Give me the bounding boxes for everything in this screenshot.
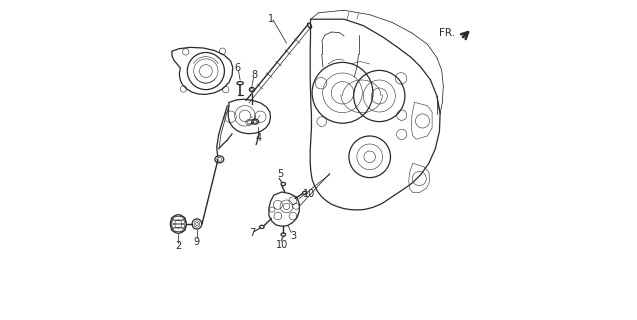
Text: 5: 5: [277, 169, 283, 179]
Text: FR.: FR.: [440, 28, 455, 38]
Text: 8: 8: [252, 70, 257, 80]
Text: 2: 2: [175, 241, 182, 251]
Text: 1: 1: [268, 13, 274, 24]
Text: 7: 7: [249, 228, 255, 238]
Text: 3: 3: [290, 231, 296, 241]
Text: 9: 9: [194, 236, 200, 247]
Text: 10: 10: [276, 240, 289, 250]
Text: 4: 4: [255, 132, 261, 143]
Text: 10: 10: [303, 189, 315, 199]
Text: 6: 6: [234, 63, 241, 74]
